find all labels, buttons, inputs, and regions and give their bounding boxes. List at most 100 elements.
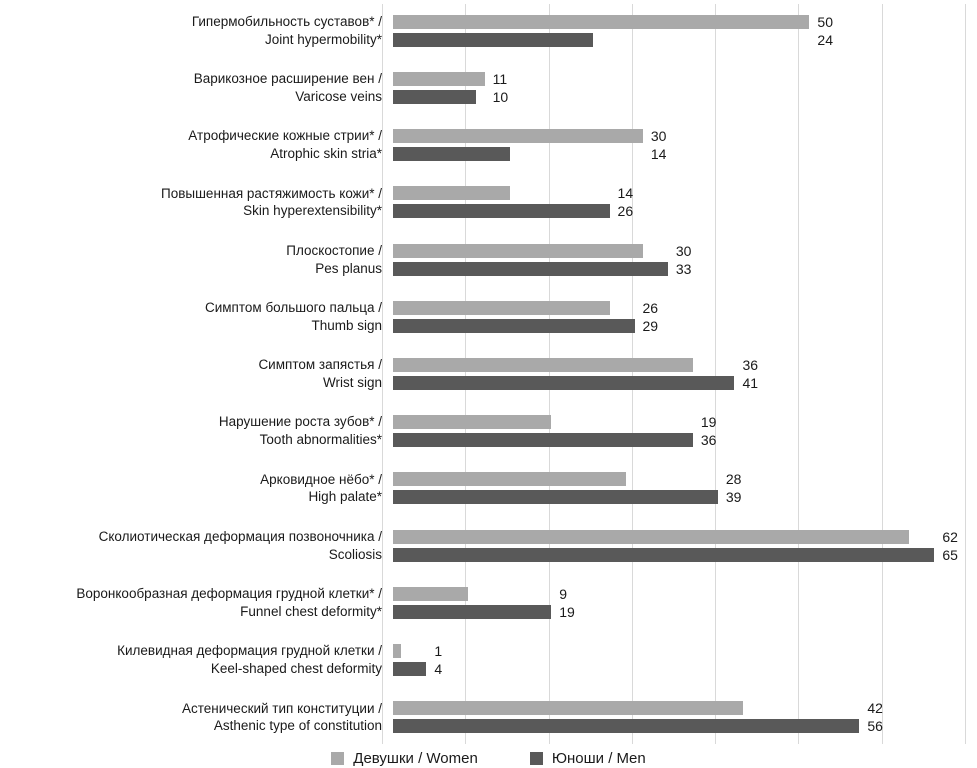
bar-row: 26	[393, 203, 976, 219]
bar-women	[393, 186, 510, 201]
bar-row: 56	[393, 718, 976, 735]
bar-women	[393, 243, 643, 258]
value-label: 10	[492, 88, 509, 105]
value-label: 4	[434, 661, 443, 678]
bar-pair: 11 10	[393, 71, 976, 105]
category-group: Симптом большого пальца / Thumb sign 26 29	[0, 288, 977, 345]
category-label: Сколиотическая деформация позвоночника /…	[0, 528, 393, 564]
category-label: Плоскостопие / Pes planus	[0, 242, 393, 278]
bar-men	[393, 719, 860, 734]
category-label-en: Tooth abnormalities*	[259, 432, 382, 448]
bar-row: 62	[393, 528, 976, 545]
bar-men	[393, 662, 427, 677]
category-group: Арковидное нёбо* / High palate* 28 39	[0, 460, 977, 517]
value-label: 19	[559, 603, 575, 620]
gridline	[465, 4, 467, 744]
category-label-en: Thumb sign	[311, 317, 382, 333]
category-label-ru: Килевидная деформация грудной клетки /	[117, 643, 382, 659]
bar-men	[393, 318, 635, 333]
category-group: Повышенная растяжимость кожи* / Skin hype…	[0, 174, 977, 231]
gridline	[631, 4, 633, 744]
category-label-ru: Нарушение роста зубов* /	[218, 414, 382, 430]
value-label: 62	[942, 528, 958, 545]
category-label: Варикозное расширение вен / Varicose vein…	[0, 70, 393, 106]
bar-row: 42	[393, 700, 976, 717]
value-label: 29	[642, 317, 659, 334]
bar-row: 1	[393, 643, 976, 659]
bar-row: 29	[393, 317, 976, 334]
legend: Девушки / Women Юноши / Men	[0, 750, 977, 767]
bar-men	[393, 604, 552, 619]
value-label: 24	[817, 31, 833, 48]
bar-row: 10	[393, 88, 976, 105]
gridline	[382, 4, 383, 744]
category-label-ru: Воронкообразная деформация грудной клетк…	[76, 586, 382, 602]
value-label: 56	[867, 718, 883, 735]
bar-men	[393, 490, 718, 505]
category-group: Сколиотическая деформация позвоночника /…	[0, 517, 977, 574]
category-label: Нарушение роста зубов* / Tooth abnormalit…	[0, 413, 393, 449]
category-label: Повышенная растяжимость кожи* / Skin hype…	[0, 185, 393, 221]
category-label-ru: Сколиотическая деформация позвоночника /	[98, 528, 382, 544]
bar-row: 11	[393, 71, 976, 87]
category-label-en: Joint hypermobility*	[264, 31, 382, 47]
value-label: 9	[559, 585, 568, 602]
bar-row: 26	[393, 299, 976, 316]
bar-pair: 30 33	[393, 243, 976, 277]
category-label-ru: Гипермобильность суставов* /	[191, 13, 382, 29]
category-label-en: Wrist sign	[322, 375, 382, 391]
bar-row: 24	[393, 31, 976, 48]
bar-women	[393, 701, 743, 716]
legend-item-men: Юноши / Men	[529, 750, 646, 767]
category-group: Нарушение роста зубов* / Tooth abnormalit…	[0, 403, 977, 460]
category-label: Симптом большого пальца / Thumb sign	[0, 299, 393, 335]
value-label: 65	[942, 546, 958, 563]
bar-pair: 50 24	[393, 13, 976, 48]
bar-women	[393, 644, 402, 659]
gridline	[715, 4, 717, 744]
bar-men	[393, 147, 510, 162]
bar-pair: 30 14	[393, 128, 976, 162]
bar-pair: 9 19	[393, 585, 976, 620]
bar-row: 19	[393, 414, 976, 431]
gridline	[548, 4, 550, 744]
bar-women	[393, 71, 485, 86]
value-label: 19	[700, 414, 717, 431]
bar-men	[393, 547, 935, 562]
category-label: Атрофические кожные стрии* / Atrophic ski…	[0, 127, 393, 163]
category-group: Плоскостопие / Pes planus 30 33	[0, 231, 977, 288]
category-label-ru: Арковидное нёбо* /	[260, 471, 382, 487]
category-label-en: Funnel chest deformity*	[240, 603, 382, 619]
bar-women	[393, 529, 910, 544]
value-label: 26	[642, 299, 659, 316]
bar-pair: 19 36	[393, 414, 976, 448]
category-label: Гипермобильность суставов* / Joint hyperm…	[0, 13, 393, 49]
value-label: 33	[675, 260, 692, 277]
bar-women	[393, 472, 627, 487]
bar-row: 30	[393, 243, 976, 259]
bar-men	[393, 376, 735, 391]
category-label: Воронкообразная деформация грудной клетк…	[0, 585, 393, 621]
value-label: 36	[742, 357, 759, 374]
bar-women	[393, 300, 610, 315]
category-label: Арковидное нёбо* / High palate*	[0, 471, 393, 507]
category-label: Астенический тип конституции / Asthenic t…	[0, 700, 393, 736]
category-label-ru: Повышенная растяжимость кожи* /	[161, 185, 382, 201]
bar-row: 9	[393, 585, 976, 602]
bar-row: 36	[393, 357, 976, 374]
bar-row: 36	[393, 432, 976, 448]
value-label: 42	[867, 700, 883, 717]
bar-women	[393, 358, 693, 373]
value-label: 41	[742, 375, 759, 392]
bar-women	[393, 129, 643, 144]
category-label-en: Asthenic type of constitution	[213, 718, 382, 734]
bar-row: 14	[393, 146, 976, 162]
category-label-ru: Симптом большого пальца /	[204, 299, 382, 315]
bar-women	[393, 415, 552, 430]
value-label: 50	[817, 13, 833, 30]
value-label: 30	[650, 128, 667, 145]
category-label-ru: Астенический тип конституции /	[181, 700, 382, 716]
legend-label-men: Юноши / Men	[551, 750, 646, 767]
